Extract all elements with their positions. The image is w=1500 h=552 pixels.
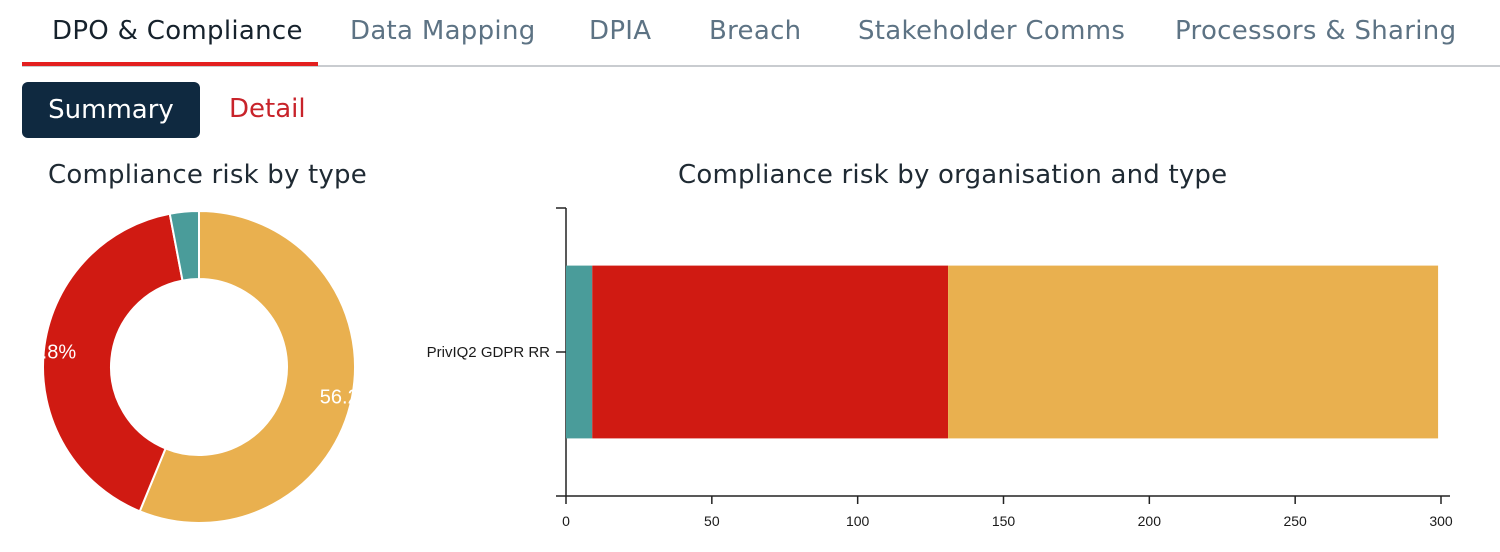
x-tick-label: 150 — [992, 513, 1016, 529]
tab-bar: DPO & Compliance Data Mapping DPIA Breac… — [22, 0, 1500, 68]
tab-processors-sharing[interactable]: Processors & Sharing — [1175, 16, 1457, 46]
tab-bar-divider — [22, 65, 1500, 67]
donut-slice[interactable] — [42, 212, 184, 513]
y-category-label: PrivIQ2 GDPR RR — [427, 344, 551, 361]
x-tick-label: 200 — [1138, 513, 1162, 529]
bar-segment[interactable] — [566, 265, 593, 439]
x-tick-label: 300 — [1429, 513, 1453, 529]
tab-data-mapping[interactable]: Data Mapping — [350, 16, 536, 46]
donut-slice-label: 56.2% — [320, 386, 377, 408]
x-tick-label: 50 — [704, 513, 720, 529]
active-tab-indicator — [22, 62, 318, 66]
donut-slice[interactable] — [168, 209, 200, 282]
donut-chart-title: Compliance risk by type — [48, 160, 367, 190]
x-tick-label: 0 — [562, 513, 570, 529]
bar-segment[interactable] — [592, 265, 949, 439]
tab-stakeholder-comms[interactable]: Stakeholder Comms — [858, 16, 1126, 46]
risk-by-type-donut-chart: 56.2% 40.8% — [19, 209, 377, 524]
tab-breach[interactable]: Breach — [709, 16, 802, 46]
tab-dpia[interactable]: DPIA — [589, 16, 652, 46]
donut-slice[interactable] — [138, 209, 356, 524]
bar-chart-title: Compliance risk by organisation and type — [678, 160, 1228, 190]
tab-dpo-compliance[interactable]: DPO & Compliance — [52, 16, 303, 46]
x-tick-label: 250 — [1283, 513, 1307, 529]
detail-button[interactable]: Detail — [229, 94, 306, 124]
risk-by-org-bar-chart: 0 50 100 150 200 250 300 PrivIQ2 GDPR RR — [427, 207, 1453, 529]
summary-button[interactable]: Summary — [22, 82, 200, 138]
donut-slice-label: 40.8% — [19, 342, 76, 364]
x-tick-label: 100 — [846, 513, 870, 529]
bar-segment[interactable] — [948, 265, 1439, 439]
